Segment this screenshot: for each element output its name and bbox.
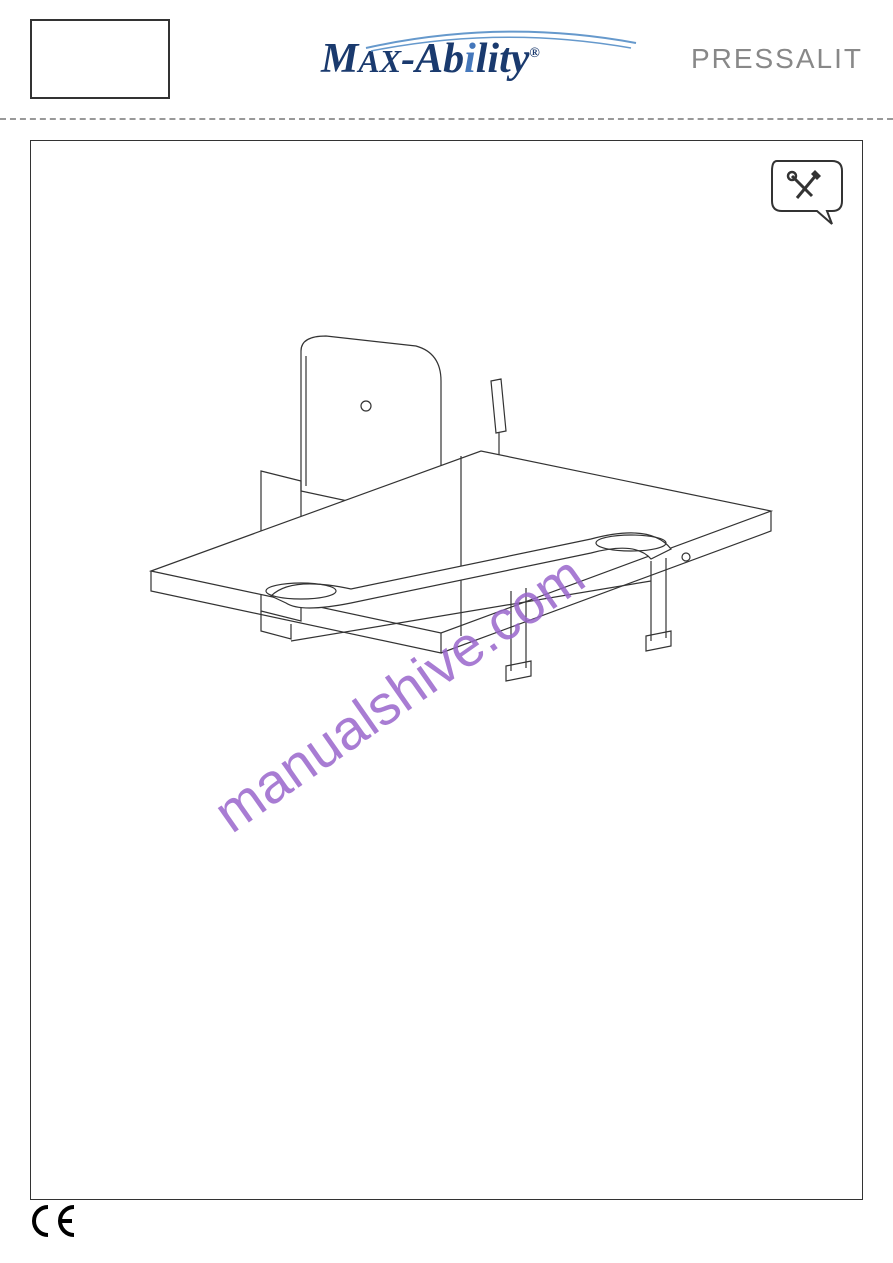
maxability-swoosh-icon: [361, 23, 641, 53]
logo-pressalit: PRESSALIT: [691, 43, 863, 75]
page-header: MAX-Ability® PRESSALIT: [0, 0, 893, 120]
product-line-drawing: [91, 291, 791, 791]
ce-mark: [30, 1203, 80, 1248]
maxability-wordmark: MAX-Ability®: [321, 35, 540, 83]
logo-maxability: MAX-Ability®: [200, 35, 661, 83]
tools-speech-bubble-icon: [767, 156, 847, 226]
main-content-frame: manualshive.com: [30, 140, 863, 1200]
header-empty-box: [30, 19, 170, 99]
maxability-max: M: [321, 36, 358, 82]
